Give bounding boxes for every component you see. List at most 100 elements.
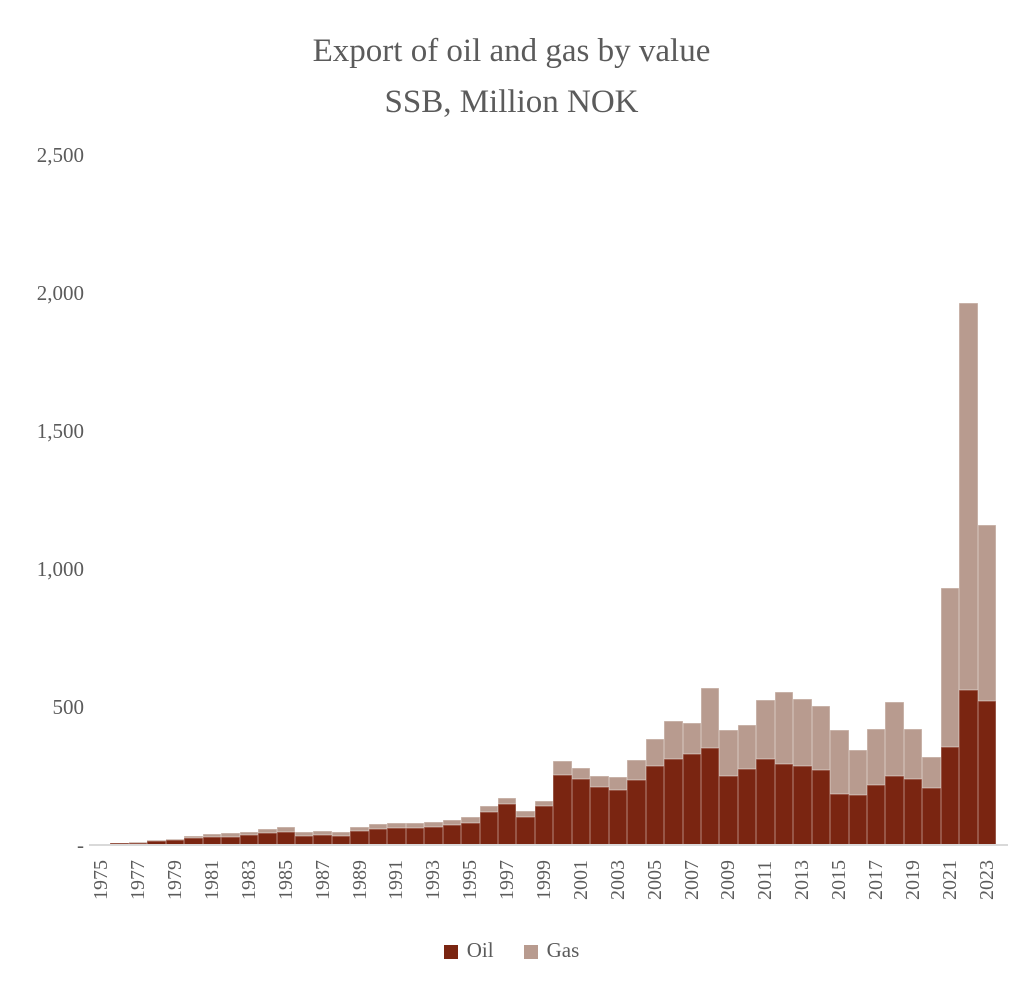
oil-segment-2003	[608, 789, 628, 845]
oil-segment-2018	[885, 776, 904, 845]
gas-segment-2004	[627, 760, 646, 781]
gas-segment-2016	[848, 749, 868, 796]
bar-2011	[756, 155, 775, 845]
bar-2004	[627, 155, 646, 845]
oil-segment-2005	[645, 766, 665, 845]
gas-segment-1993	[424, 821, 443, 827]
x-tick-1975: 1975	[90, 860, 113, 900]
bar-2007	[682, 155, 701, 845]
bar-1975	[92, 155, 111, 845]
bar-2010	[737, 155, 757, 845]
y-tick-2500: 2,500	[36, 143, 84, 167]
bar-2018	[885, 155, 904, 845]
bar-1983	[239, 155, 259, 845]
oil-segment-2012	[774, 763, 794, 845]
x-tick-1995: 1995	[459, 860, 482, 900]
oil-segment-1978	[147, 841, 166, 845]
bar-1993	[424, 155, 443, 845]
gas-segment-1994	[442, 819, 462, 826]
oil-segment-1988	[331, 835, 351, 845]
bar-2013	[793, 155, 812, 845]
bar-1994	[442, 155, 462, 845]
oil-segment-1992	[405, 827, 425, 845]
bar-1988	[331, 155, 351, 845]
oil-segment-1986	[294, 835, 314, 845]
x-tick-1989: 1989	[348, 860, 371, 900]
oil-segment-1985	[276, 831, 295, 845]
x-tick-1977: 1977	[127, 860, 150, 900]
bar-1990	[368, 155, 388, 845]
gas-segment-1999	[534, 801, 554, 807]
oil-segment-2015	[830, 793, 849, 845]
oil-segment-2002	[590, 786, 609, 845]
oil-segment-1979	[165, 840, 185, 845]
oil-segment-2006	[664, 759, 683, 845]
gas-segment-2000	[553, 761, 572, 775]
oil-segment-1991	[387, 827, 406, 845]
oil-segment-2007	[682, 753, 701, 845]
bar-1976	[110, 155, 129, 845]
bar-1996	[479, 155, 498, 845]
gas-segment-1990	[368, 824, 388, 829]
oil-segment-2021	[940, 747, 960, 845]
gas-segment-2023	[977, 524, 997, 702]
bar-1992	[405, 155, 425, 845]
gas-segment-2020	[922, 756, 941, 789]
gas-segment-1982	[221, 833, 240, 837]
oil-segment-1980	[184, 837, 203, 845]
gas-segment-1996	[479, 805, 498, 813]
gas-segment-1988	[331, 831, 351, 836]
x-tick-1981: 1981	[200, 860, 223, 900]
oil-segment-1990	[368, 829, 388, 845]
bar-1980	[184, 155, 203, 845]
bar-2002	[590, 155, 609, 845]
bar-2015	[830, 155, 849, 845]
gas-segment-2014	[811, 705, 831, 771]
oil-segment-2009	[719, 776, 738, 845]
oil-segment-2016	[848, 795, 868, 845]
bar-2008	[700, 155, 720, 845]
oil-segment-2000	[553, 774, 572, 845]
oil-segment-1995	[461, 822, 480, 845]
oil-segment-1999	[534, 806, 554, 845]
legend-item-oil: Oil	[443, 938, 494, 963]
bar-2014	[811, 155, 831, 845]
bar-2023	[977, 155, 997, 845]
x-tick-2005: 2005	[643, 860, 666, 900]
oil-segment-2013	[793, 766, 812, 845]
gas-segment-1979	[165, 838, 185, 841]
bar-1989	[350, 155, 369, 845]
bar-1985	[276, 155, 295, 845]
gas-segment-1989	[350, 827, 369, 832]
y-tick-1500: 1,500	[36, 419, 84, 443]
x-tick-1993: 1993	[422, 860, 445, 900]
oil-segment-1994	[442, 825, 462, 845]
bars-container	[92, 155, 997, 845]
y-tick-500: 500	[52, 695, 85, 719]
bar-2022	[959, 155, 978, 845]
x-tick-1991: 1991	[385, 860, 408, 900]
x-tick-2011: 2011	[754, 860, 777, 900]
gas-segment-1995	[461, 817, 480, 823]
bar-2017	[867, 155, 886, 845]
x-tick-2013: 2013	[791, 860, 814, 900]
bar-1986	[294, 155, 314, 845]
x-tick-2003: 2003	[606, 860, 629, 900]
gas-segment-1997	[497, 797, 517, 804]
oil-segment-2020	[922, 788, 941, 845]
gas-segment-1985	[276, 826, 295, 832]
chart-title-line1: Export of oil and gas by value	[312, 33, 711, 69]
bar-1997	[497, 155, 517, 845]
y-tick-0: -	[77, 833, 84, 857]
gas-segment-1978	[147, 840, 166, 842]
gas-segment-2013	[793, 698, 812, 767]
gas-segment-2015	[830, 730, 849, 794]
gas-segment-2009	[719, 730, 738, 776]
oil-segment-2010	[737, 769, 757, 845]
bar-2003	[608, 155, 628, 845]
bar-2016	[848, 155, 868, 845]
gas-segment-2008	[700, 688, 720, 748]
bar-1991	[387, 155, 406, 845]
oil-segment-2008	[700, 747, 720, 845]
